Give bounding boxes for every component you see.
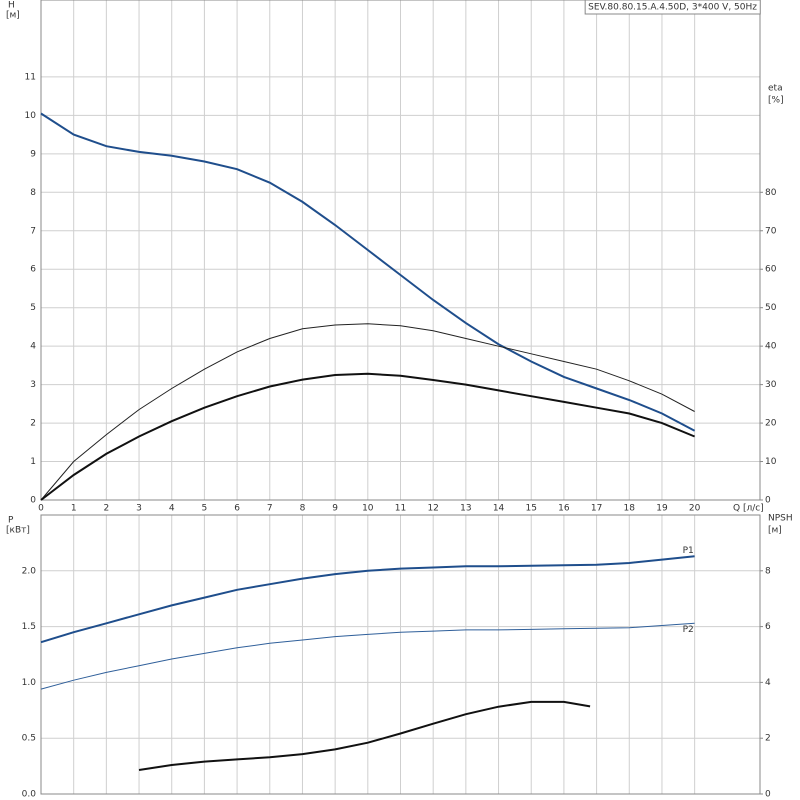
curve [40, 555, 695, 644]
series-label: P1 [683, 546, 694, 556]
y-tick-label: 10 [25, 111, 37, 121]
plot-frame [40, 514, 761, 795]
plot-frame [40, 0, 761, 501]
y-tick-label: 5 [30, 303, 36, 313]
x-tick-label: 11 [395, 504, 406, 514]
y2-tick-label: 30 [765, 380, 777, 390]
chart-title: SEV.80.80.15.A.4.50D, 3*400 V, 50Hz [588, 3, 757, 13]
x-tick-label: 19 [656, 504, 668, 514]
curve [40, 112, 696, 432]
y2-tick-label: 0 [765, 790, 771, 800]
curve [40, 372, 695, 501]
y-tick-label: 0.0 [22, 790, 37, 800]
x-tick-label: 3 [136, 504, 142, 514]
y2-tick-label: 40 [765, 342, 777, 352]
x-tick-label: 17 [591, 504, 602, 514]
x-tick-label: 9 [332, 504, 338, 514]
x-tick-label: 15 [526, 504, 537, 514]
y-tick-label: 2.0 [22, 566, 37, 576]
x-axis-label: Q [л/с] [733, 504, 764, 514]
y-tick-label: 1.5 [22, 622, 36, 632]
y-axis-unit: [кВт] [6, 526, 30, 536]
x-tick-label: 13 [460, 504, 471, 514]
y-tick-label: 8 [30, 188, 36, 198]
y2-tick-label: 10 [765, 457, 777, 467]
y-axis-label: H [8, 1, 15, 11]
y2-axis-label: eta [768, 84, 783, 94]
x-tick-label: 5 [202, 504, 208, 514]
y2-tick-label: 8 [765, 566, 771, 576]
y-tick-label: 11 [25, 72, 36, 82]
x-tick-label: 18 [624, 504, 636, 514]
x-tick-label: 10 [362, 504, 374, 514]
y2-tick-label: 4 [765, 678, 771, 688]
y2-tick-label: 80 [765, 188, 777, 198]
y-tick-label: 0.5 [22, 734, 36, 744]
y-tick-label: 3 [30, 380, 36, 390]
x-tick-label: 12 [427, 504, 438, 514]
y2-tick-label: 0 [765, 496, 771, 506]
title-box [584, 0, 761, 15]
y2-tick-label: 50 [765, 303, 777, 313]
curve [40, 323, 695, 501]
y2-tick-label: 2 [765, 734, 771, 744]
x-tick-label: 20 [689, 504, 701, 514]
y2-axis-unit: [%] [768, 96, 784, 106]
y-tick-label: 6 [30, 265, 36, 275]
x-tick-label: 4 [169, 504, 175, 514]
x-tick-label: 6 [234, 504, 240, 514]
y-tick-label: 9 [30, 149, 36, 159]
y2-tick-label: 20 [765, 419, 777, 429]
x-tick-label: 7 [267, 504, 273, 514]
y-tick-label: 0 [30, 496, 36, 506]
y2-tick-label: 6 [765, 622, 771, 632]
curve [138, 700, 591, 771]
x-tick-label: 1 [71, 504, 77, 514]
y-tick-label: 4 [30, 342, 36, 352]
curve [40, 622, 695, 690]
series-label: P2 [683, 625, 694, 635]
y2-axis-label: NPSH [768, 514, 793, 524]
y-tick-label: 1.0 [22, 678, 37, 688]
x-tick-label: 2 [103, 504, 109, 514]
y-tick-label: 7 [30, 226, 36, 236]
y-tick-label: 2 [30, 419, 36, 429]
x-tick-label: 16 [558, 504, 570, 514]
x-tick-label: 0 [38, 504, 44, 514]
y-axis-label: P [8, 516, 14, 526]
y-tick-label: 1 [30, 457, 36, 467]
y2-tick-label: 70 [765, 226, 777, 236]
y2-axis-unit: [м] [768, 526, 782, 536]
y2-tick-label: 60 [765, 265, 777, 275]
y-axis-unit: [м] [6, 11, 20, 21]
x-tick-label: 8 [300, 504, 306, 514]
x-tick-label: 14 [493, 504, 505, 514]
